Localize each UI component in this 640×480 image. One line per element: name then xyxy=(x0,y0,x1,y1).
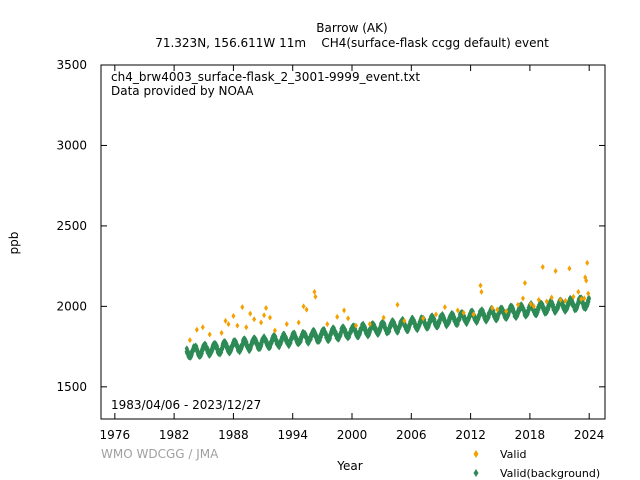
data-point-valid xyxy=(367,321,372,328)
data-point-valid xyxy=(252,316,257,323)
data-provider-label: Data provided by NOAA xyxy=(111,84,254,98)
data-point-valid xyxy=(516,301,521,308)
x-tick-label: 1988 xyxy=(218,428,249,442)
x-tick-label: 2000 xyxy=(337,428,368,442)
data-point-valid xyxy=(200,324,205,331)
y-axis-label: ppb xyxy=(7,232,21,255)
data-point-valid xyxy=(522,280,527,287)
data-point-valid xyxy=(284,321,289,328)
data-point-valid xyxy=(461,309,466,316)
data-point-valid xyxy=(584,277,589,284)
data-point-valid xyxy=(335,313,340,320)
data-point-valid xyxy=(531,303,536,310)
data-point-valid xyxy=(194,326,199,333)
data-point-valid xyxy=(313,293,318,300)
data-point-valid xyxy=(304,306,309,313)
x-tick-label: 2018 xyxy=(515,428,546,442)
data-point-valid xyxy=(540,263,545,270)
data-point-valid xyxy=(576,288,581,295)
data-point-valid xyxy=(219,329,224,336)
y-axis-ticks: 1500 2000 2500 3000 3500 xyxy=(56,58,605,394)
data-point-valid xyxy=(244,324,249,331)
data-point-valid xyxy=(553,267,558,274)
data-point-valid xyxy=(395,301,400,308)
data-point-valid xyxy=(504,308,509,315)
y-tick-label: 2000 xyxy=(56,299,87,313)
chart-title: Barrow (AK) xyxy=(316,21,387,35)
data-point-valid xyxy=(520,295,525,302)
data-point-valid xyxy=(325,321,330,328)
data-point-valid xyxy=(571,293,576,300)
plot-frame xyxy=(100,64,606,420)
data-point-valid xyxy=(479,288,484,295)
data-point-valid xyxy=(528,300,533,307)
data-point-valid xyxy=(272,327,277,334)
data-point-valid xyxy=(455,307,460,314)
series-valid-background xyxy=(184,294,592,361)
x-tick-label: 2006 xyxy=(396,428,427,442)
data-point-valid xyxy=(342,307,347,314)
data-point-valid xyxy=(567,265,572,272)
data-point-valid xyxy=(544,298,549,305)
data-point-valid xyxy=(267,314,272,321)
data-point-valid xyxy=(421,315,426,322)
series-valid xyxy=(187,259,591,344)
data-point-valid xyxy=(495,306,500,313)
credit-text: WMO WDCGG / JMA xyxy=(101,447,219,461)
y-tick-label: 3500 xyxy=(56,58,87,72)
legend: Valid Valid(background) xyxy=(473,448,600,480)
x-axis-label: Year xyxy=(336,459,362,473)
data-point-valid xyxy=(558,296,563,303)
data-point-valid xyxy=(248,310,253,317)
data-point-valid xyxy=(585,259,590,266)
data-points xyxy=(184,259,592,361)
data-point-valid xyxy=(478,282,483,289)
chart-subtitle: 71.323N, 156.611W 11m CH4(surface-flask … xyxy=(155,36,549,50)
y-tick-label: 1500 xyxy=(56,380,87,394)
data-point-valid xyxy=(207,331,212,338)
data-point-valid xyxy=(235,322,240,329)
data-point-valid xyxy=(402,317,407,324)
data-point-valid xyxy=(226,321,231,328)
legend-marker-background xyxy=(473,469,479,477)
data-point-valid xyxy=(549,294,554,301)
date-range-label: 1983/04/06 - 2023/12/27 xyxy=(111,398,261,412)
data-point-valid xyxy=(264,304,269,311)
data-point-valid xyxy=(563,297,568,304)
data-point-valid xyxy=(536,296,541,303)
x-tick-label: 1976 xyxy=(100,428,131,442)
data-point-valid xyxy=(240,304,245,311)
data-point-valid xyxy=(353,322,358,329)
data-point-valid xyxy=(262,312,267,319)
data-point-valid xyxy=(579,296,584,303)
data-point-valid xyxy=(259,319,264,326)
x-tick-label: 2012 xyxy=(455,428,486,442)
data-point-valid xyxy=(301,303,306,310)
data-point-valid xyxy=(381,314,386,321)
y-tick-label: 3000 xyxy=(56,138,87,152)
data-point-valid xyxy=(187,337,192,344)
data-point-valid xyxy=(442,304,447,311)
legend-marker-valid xyxy=(473,450,479,458)
data-point-valid xyxy=(582,295,587,302)
data-point-valid xyxy=(586,290,591,297)
data-point-valid xyxy=(490,304,495,311)
data-point-valid xyxy=(296,319,301,326)
data-point-valid xyxy=(231,313,236,320)
x-tick-label: 1982 xyxy=(159,428,190,442)
x-tick-label: 1994 xyxy=(277,428,308,442)
data-point-valid xyxy=(346,315,351,322)
data-point-valid xyxy=(312,288,317,295)
data-point-background xyxy=(587,295,592,302)
legend-label-background: Valid(background) xyxy=(500,467,600,480)
data-point-valid xyxy=(223,317,228,324)
x-tick-label: 2024 xyxy=(574,428,605,442)
legend-label-valid: Valid xyxy=(500,448,527,461)
data-point-valid xyxy=(434,311,439,318)
data-file-label: ch4_brw4003_surface-flask_2_3001-9999_ev… xyxy=(111,70,420,84)
data-point-valid xyxy=(471,311,476,318)
x-axis-ticks: 1976 1982 1988 1994 2000 2006 2012 2018 2024 xyxy=(100,65,605,442)
y-tick-label: 2500 xyxy=(56,219,87,233)
